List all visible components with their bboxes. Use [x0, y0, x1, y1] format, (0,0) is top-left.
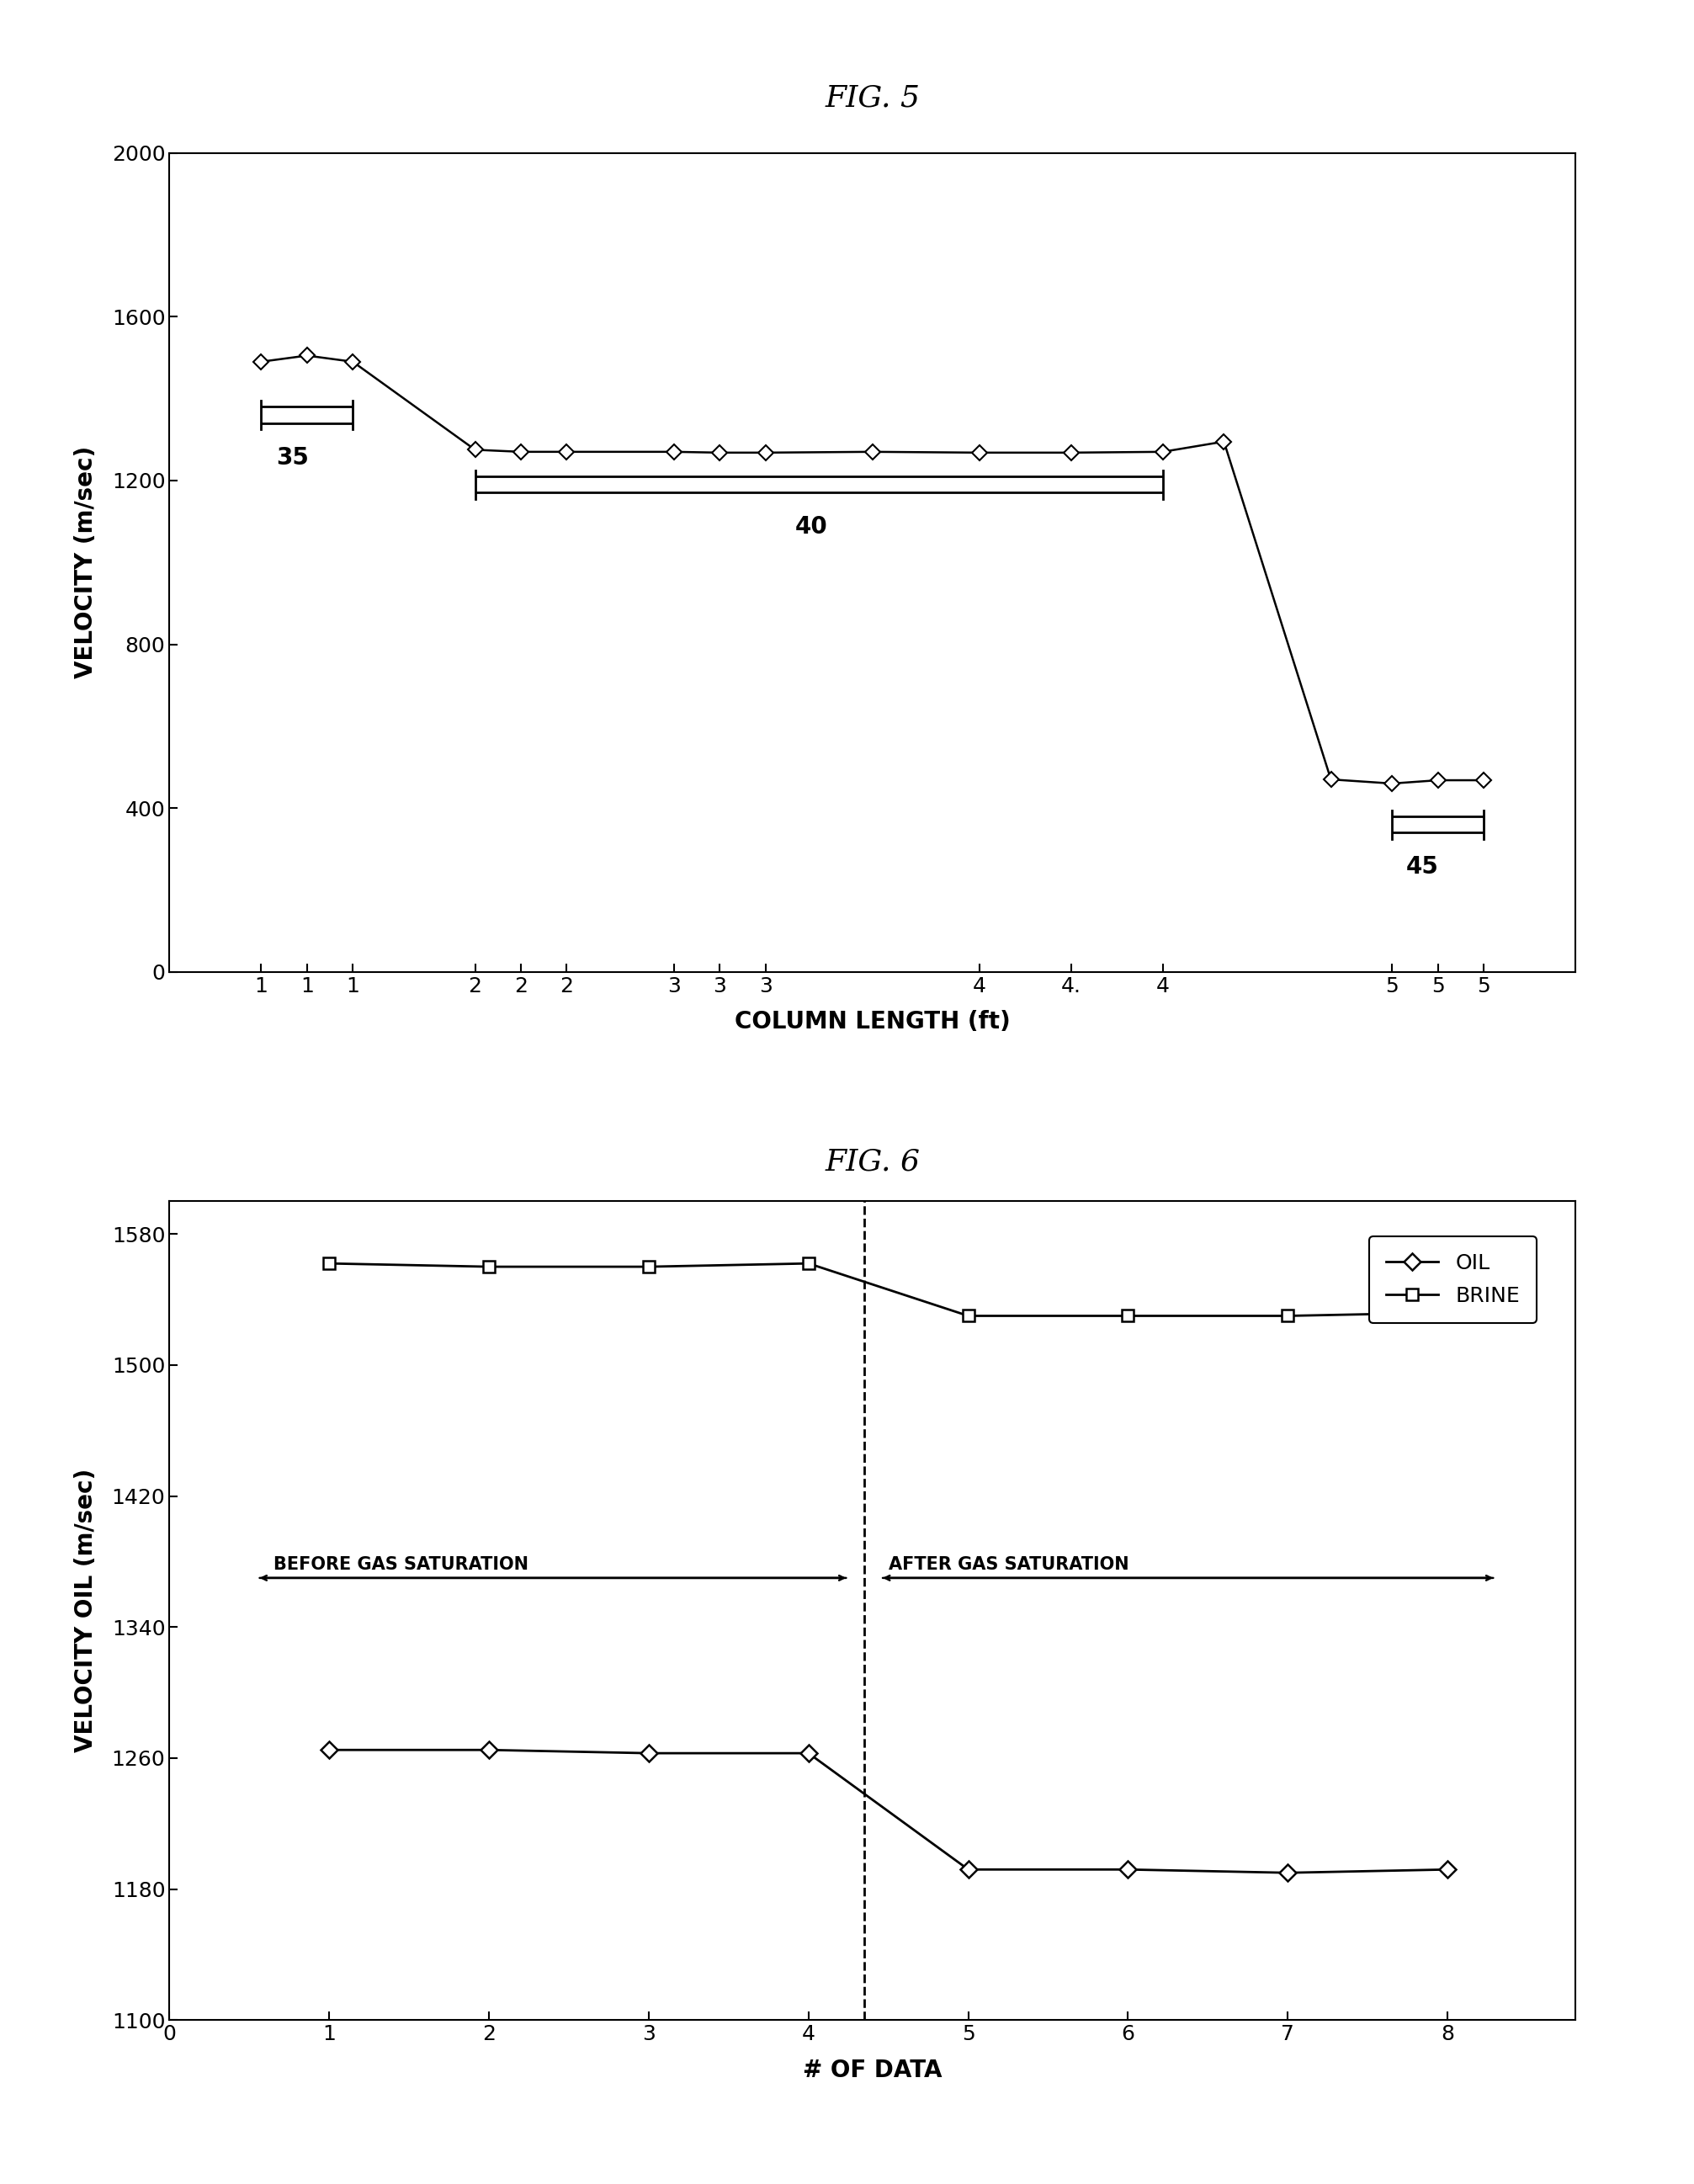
OIL	[798, 1741, 818, 1767]
Line: OIL: OIL	[324, 1745, 1453, 1878]
BRINE	[479, 1254, 500, 1280]
OIL	[639, 1741, 659, 1767]
X-axis label: COLUMN LENGTH (ft): COLUMN LENGTH (ft)	[735, 1011, 1010, 1033]
OIL	[479, 1736, 500, 1762]
OIL	[959, 1856, 979, 1883]
OIL	[1438, 1856, 1459, 1883]
BRINE	[1438, 1299, 1459, 1326]
OIL	[318, 1736, 339, 1762]
Legend: OIL, BRINE: OIL, BRINE	[1369, 1236, 1536, 1324]
BRINE	[639, 1254, 659, 1280]
Text: FIG. 5: FIG. 5	[825, 83, 920, 114]
BRINE	[959, 1302, 979, 1328]
BRINE	[798, 1249, 818, 1275]
BRINE	[1118, 1302, 1138, 1328]
BRINE	[318, 1249, 339, 1275]
Text: 40: 40	[794, 515, 828, 539]
Text: 45: 45	[1406, 856, 1438, 878]
Y-axis label: VELOCITY (m/sec): VELOCITY (m/sec)	[75, 446, 98, 679]
Line: BRINE: BRINE	[324, 1258, 1453, 1321]
Y-axis label: VELOCITY OIL (m/sec): VELOCITY OIL (m/sec)	[75, 1470, 98, 1752]
OIL	[1277, 1861, 1298, 1887]
Text: BEFORE GAS SATURATION: BEFORE GAS SATURATION	[273, 1557, 529, 1572]
OIL	[1118, 1856, 1138, 1883]
X-axis label: # OF DATA: # OF DATA	[803, 2060, 942, 2081]
BRINE	[1277, 1302, 1298, 1328]
Text: AFTER GAS SATURATION: AFTER GAS SATURATION	[888, 1557, 1128, 1572]
Text: 35: 35	[276, 446, 308, 470]
Text: FIG. 6: FIG. 6	[825, 1147, 920, 1177]
